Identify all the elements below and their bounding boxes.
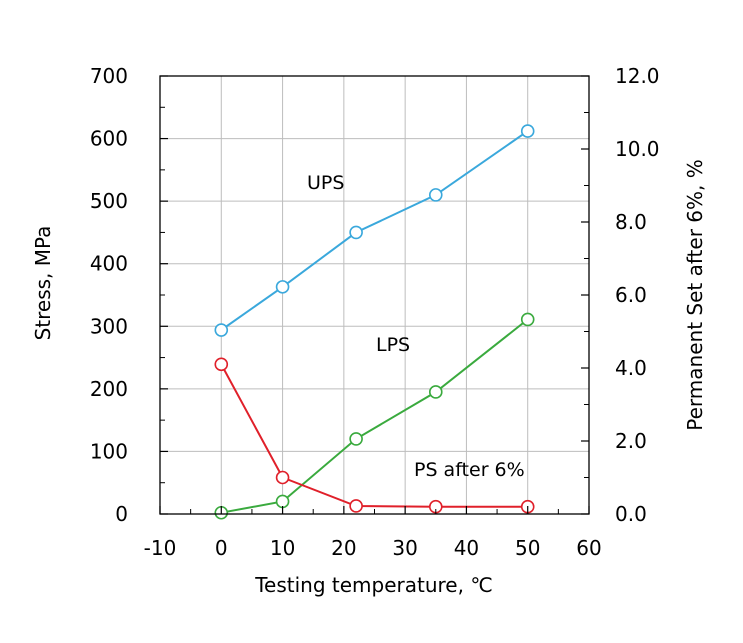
y2-tick-label: 6.0: [615, 283, 647, 307]
x-tick-label: 40: [454, 536, 479, 560]
series-label-ups: UPS: [307, 172, 344, 194]
series-ps-after-6: [214, 357, 535, 514]
plot-frame: [159, 75, 590, 515]
data-point-ups: [520, 124, 535, 138]
y2-tick-label: 0.0: [615, 502, 647, 526]
y-tick-label: 700: [90, 64, 128, 88]
data-point-ups: [349, 225, 363, 240]
series-line-ps-after-6: [220, 363, 528, 508]
y-tick-label: 200: [90, 377, 128, 401]
x-axis-title: Testing temperature, ℃: [254, 573, 493, 597]
x-tick-label: 30: [392, 536, 417, 560]
y2-tick-label: 12.0: [615, 64, 660, 88]
data-point-ps-after-6: [349, 499, 363, 513]
y-tick-label: 300: [90, 314, 128, 338]
y-tick-label: 400: [90, 252, 128, 276]
data-point-ups: [214, 323, 229, 337]
y2-tick-label: 8.0: [615, 210, 647, 234]
series-line-lps: [221, 318, 529, 514]
series-line-ups: [220, 130, 529, 331]
ticks: [159, 75, 590, 515]
y2-tick-label: 4.0: [615, 356, 647, 380]
y-tick-label: 600: [90, 127, 128, 151]
y-tick-label: 500: [90, 189, 128, 213]
series-label-ps: PS after 6%: [414, 459, 525, 481]
series-ups: [214, 124, 535, 337]
data-point-lps: [520, 312, 535, 327]
x-tick-label: -10: [144, 536, 177, 560]
series-label-lps: LPS: [376, 334, 410, 356]
y2-tick-label: 10.0: [615, 137, 660, 161]
x-tick-label: 50: [515, 536, 540, 560]
data-point-lps: [428, 385, 443, 399]
data-point-lps: [349, 432, 363, 446]
x-tick-label: 60: [576, 536, 601, 560]
y-tick-label: 0: [115, 502, 128, 526]
y-tick-label: 100: [90, 439, 128, 463]
tick-labels: -10 0 10 20 30 40 50 6001002003004005006007000.…: [90, 64, 660, 560]
series-lps: [214, 312, 535, 520]
y2-tick-label: 2.0: [615, 429, 647, 453]
data-point-ups: [428, 188, 443, 202]
grid: [160, 76, 589, 514]
y-axis-title: Stress, MPa: [31, 226, 55, 341]
x-tick-label: 20: [331, 536, 356, 560]
data-point-ps-after-6: [275, 470, 290, 485]
data-point-lps: [275, 494, 290, 509]
x-tick-label: 10: [270, 536, 295, 560]
x-tick-label: 0: [215, 536, 228, 560]
data-point-ups: [275, 280, 290, 294]
y2-axis-title: Permanent Set after 6%, %: [683, 159, 707, 430]
data-point-ps-after-6: [214, 357, 229, 372]
